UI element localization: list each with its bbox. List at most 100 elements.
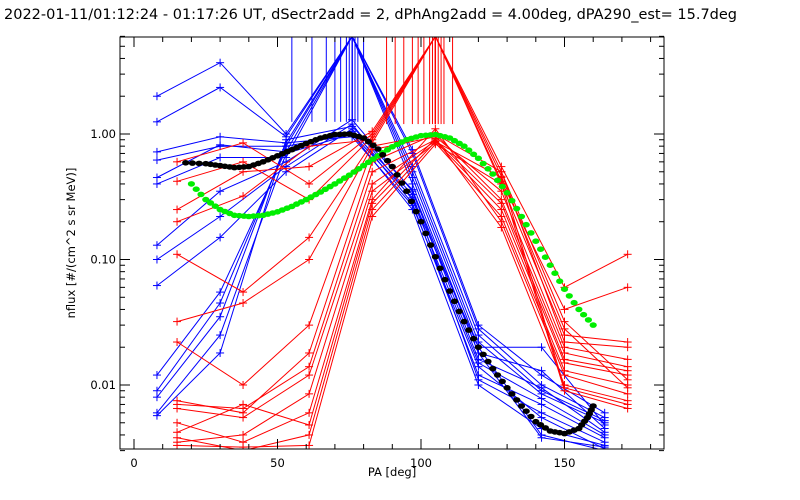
- y-tick-label: 0.01: [90, 378, 116, 392]
- black-fit-curve-point: [465, 327, 473, 333]
- red-point-marker: [239, 299, 248, 308]
- blue-point-marker: [537, 343, 546, 352]
- red-point-marker: [305, 233, 314, 242]
- green-fit-curve-point: [383, 147, 392, 153]
- green-fit-curve-point: [589, 322, 597, 328]
- green-fit-curve-point: [556, 278, 564, 285]
- black-fit-curve-point: [446, 288, 454, 294]
- blue-point-marker: [216, 140, 225, 149]
- blue-line: [156, 37, 605, 414]
- red-line: [177, 140, 628, 419]
- green-fit-curve-point: [192, 186, 200, 192]
- green-fit-curve-point: [206, 200, 215, 206]
- black-fit-curve-point: [436, 265, 444, 272]
- black-fit-curve-point: [479, 351, 487, 358]
- red-point-marker: [368, 167, 377, 176]
- black-fit-curve-point: [460, 318, 468, 325]
- blue-point-marker: [216, 288, 225, 297]
- red-point-marker: [173, 205, 182, 214]
- red-point-marker: [368, 205, 377, 214]
- green-fit-curve-point: [489, 171, 497, 177]
- green-fit-curve-point: [202, 196, 210, 203]
- red-point-marker: [173, 177, 182, 186]
- green-fit-curve-point: [532, 238, 540, 244]
- red-point-marker: [368, 212, 377, 221]
- red-point-marker: [623, 343, 632, 352]
- black-fit-curve-point: [393, 172, 401, 178]
- black-fit-curve-point: [455, 308, 463, 315]
- blue-point-marker: [600, 443, 609, 449]
- red-point-marker: [173, 157, 182, 166]
- red-point-marker: [431, 124, 440, 133]
- x-axis-label: PA [deg]: [368, 465, 416, 479]
- blue-point-marker: [216, 348, 225, 357]
- green-fit-curve-point: [211, 203, 219, 209]
- red-point-marker: [623, 404, 632, 413]
- blue-point-marker: [537, 433, 546, 442]
- black-fit-curve-point: [522, 408, 530, 415]
- red-line: [176, 137, 628, 433]
- x-tick-label: 0: [130, 456, 137, 470]
- green-fit-curve-point: [513, 205, 521, 212]
- red-line: [177, 143, 628, 448]
- blue-point-marker: [152, 92, 161, 101]
- black-fit-curve-point: [513, 397, 521, 403]
- red-point-marker: [497, 223, 506, 232]
- axes: 0 50 100 150 0.01 0.10 1.00: [90, 35, 664, 470]
- black-fit-curve-point: [417, 218, 425, 225]
- red-point-marker: [173, 317, 182, 326]
- green-fit-curve-point: [484, 166, 492, 172]
- green-fit-curve-point: [517, 213, 526, 220]
- red-point-marker: [560, 371, 569, 380]
- green-fit-curve-point: [465, 147, 473, 153]
- green-fit-curve-point: [541, 254, 550, 260]
- blue-point-marker: [282, 135, 291, 144]
- blue-point-marker: [474, 362, 483, 371]
- black-fit-curve-point: [360, 135, 368, 141]
- red-point-marker: [431, 140, 440, 149]
- black-fit-curve-point: [188, 160, 196, 166]
- blue-point-marker: [216, 83, 225, 92]
- black-fit-curve-point: [182, 160, 190, 166]
- red-line: [177, 142, 628, 443]
- green-fit-curve-point: [570, 299, 578, 306]
- plot-frame: [119, 36, 665, 450]
- black-fit-curve-point: [427, 242, 435, 248]
- black-fit-curve-point: [541, 425, 550, 431]
- red-point-marker: [305, 408, 314, 417]
- red-line: [177, 139, 628, 410]
- red-point-marker: [239, 400, 248, 409]
- red-point-marker: [623, 381, 632, 389]
- blue-point-marker: [152, 241, 161, 250]
- red-point-marker: [173, 250, 182, 259]
- red-point-marker: [368, 187, 377, 196]
- red-point-marker: [305, 321, 314, 330]
- red-point-marker: [623, 389, 632, 398]
- red-line: [176, 37, 628, 381]
- blue-point-marker: [216, 187, 225, 196]
- blue-point-marker: [152, 156, 161, 165]
- red-line: [177, 133, 628, 414]
- blue-point-marker: [537, 413, 546, 422]
- black-fit-curve-point: [364, 138, 372, 145]
- blue-line: [156, 133, 601, 449]
- blue-line: [156, 123, 605, 436]
- red-point-marker: [239, 192, 248, 201]
- red-point-marker: [173, 433, 182, 442]
- blue-point-marker: [474, 381, 483, 389]
- blue-point-marker: [152, 147, 161, 156]
- black-fit-curve-point: [407, 198, 415, 205]
- red-point-marker: [305, 371, 314, 380]
- green-fit-curve-point: [479, 160, 487, 167]
- green-fit-curve-point: [508, 197, 516, 204]
- red-point-marker: [305, 162, 314, 171]
- blue-point-marker: [216, 58, 225, 67]
- green-fit-curve-point: [350, 169, 358, 175]
- red-line: [176, 37, 628, 343]
- blue-line: [156, 37, 606, 429]
- blue-point-marker: [216, 312, 225, 321]
- black-fit-curve-point: [532, 418, 540, 425]
- green-fit-curve-point: [522, 221, 530, 228]
- black-fit-curve-point: [498, 378, 506, 385]
